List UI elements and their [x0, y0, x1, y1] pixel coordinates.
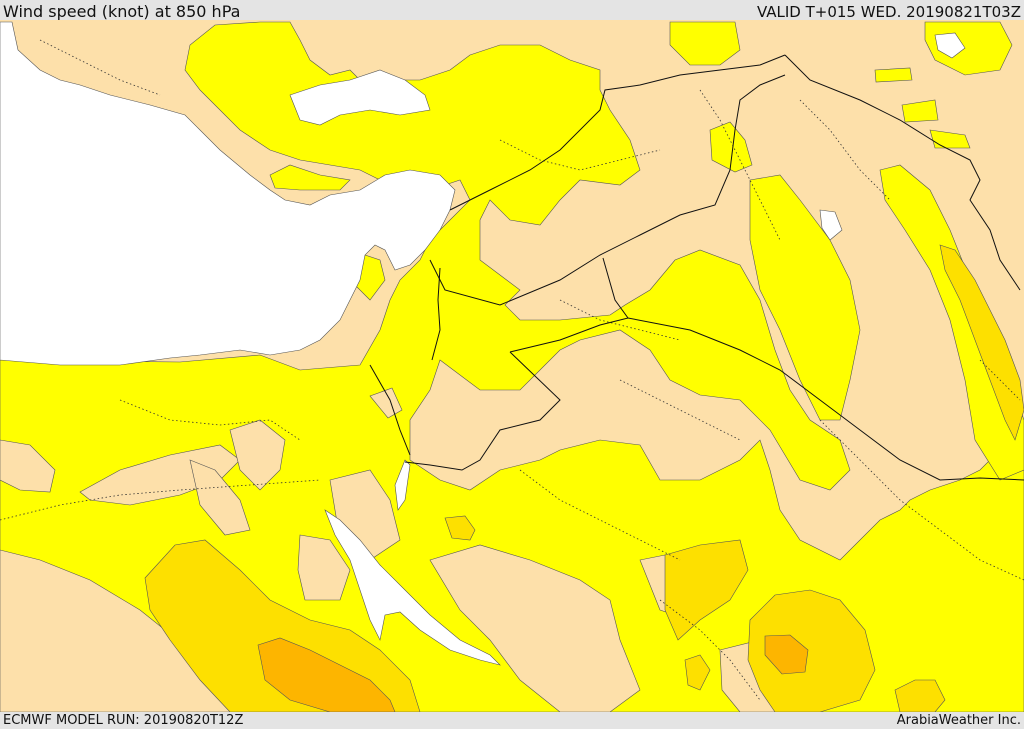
gulf-of-aqaba — [394, 459, 411, 511]
wind-band-yellow — [0, 21, 1024, 712]
credit: ArabiaWeather Inc. — [896, 713, 1021, 728]
valid-time: VALID T+015 WED. 20190821T03Z — [756, 3, 1021, 21]
model-run: ECMWF MODEL RUN: 20190820T12Z — [3, 713, 244, 728]
sea-areas — [0, 21, 966, 666]
map-title: Wind speed (knot) at 850 hPa — [3, 2, 241, 21]
lake-urmia — [934, 32, 966, 59]
header-bar: Wind speed (knot) at 850 hPa VALID T+015… — [0, 0, 1024, 21]
black-sea — [289, 69, 431, 126]
wind-band-gold — [144, 244, 1024, 712]
lake-van — [819, 209, 843, 241]
wind-speed-map — [0, 20, 1024, 712]
footer-bar: ECMWF MODEL RUN: 20190820T12Z ArabiaWeat… — [0, 712, 1024, 729]
admin-boundaries — [0, 39, 1024, 701]
calm-patches — [0, 387, 811, 712]
red-sea — [324, 509, 501, 666]
country-borders — [369, 54, 1024, 481]
wind-band-orange — [257, 634, 809, 712]
mediterranean-sea — [0, 21, 456, 366]
